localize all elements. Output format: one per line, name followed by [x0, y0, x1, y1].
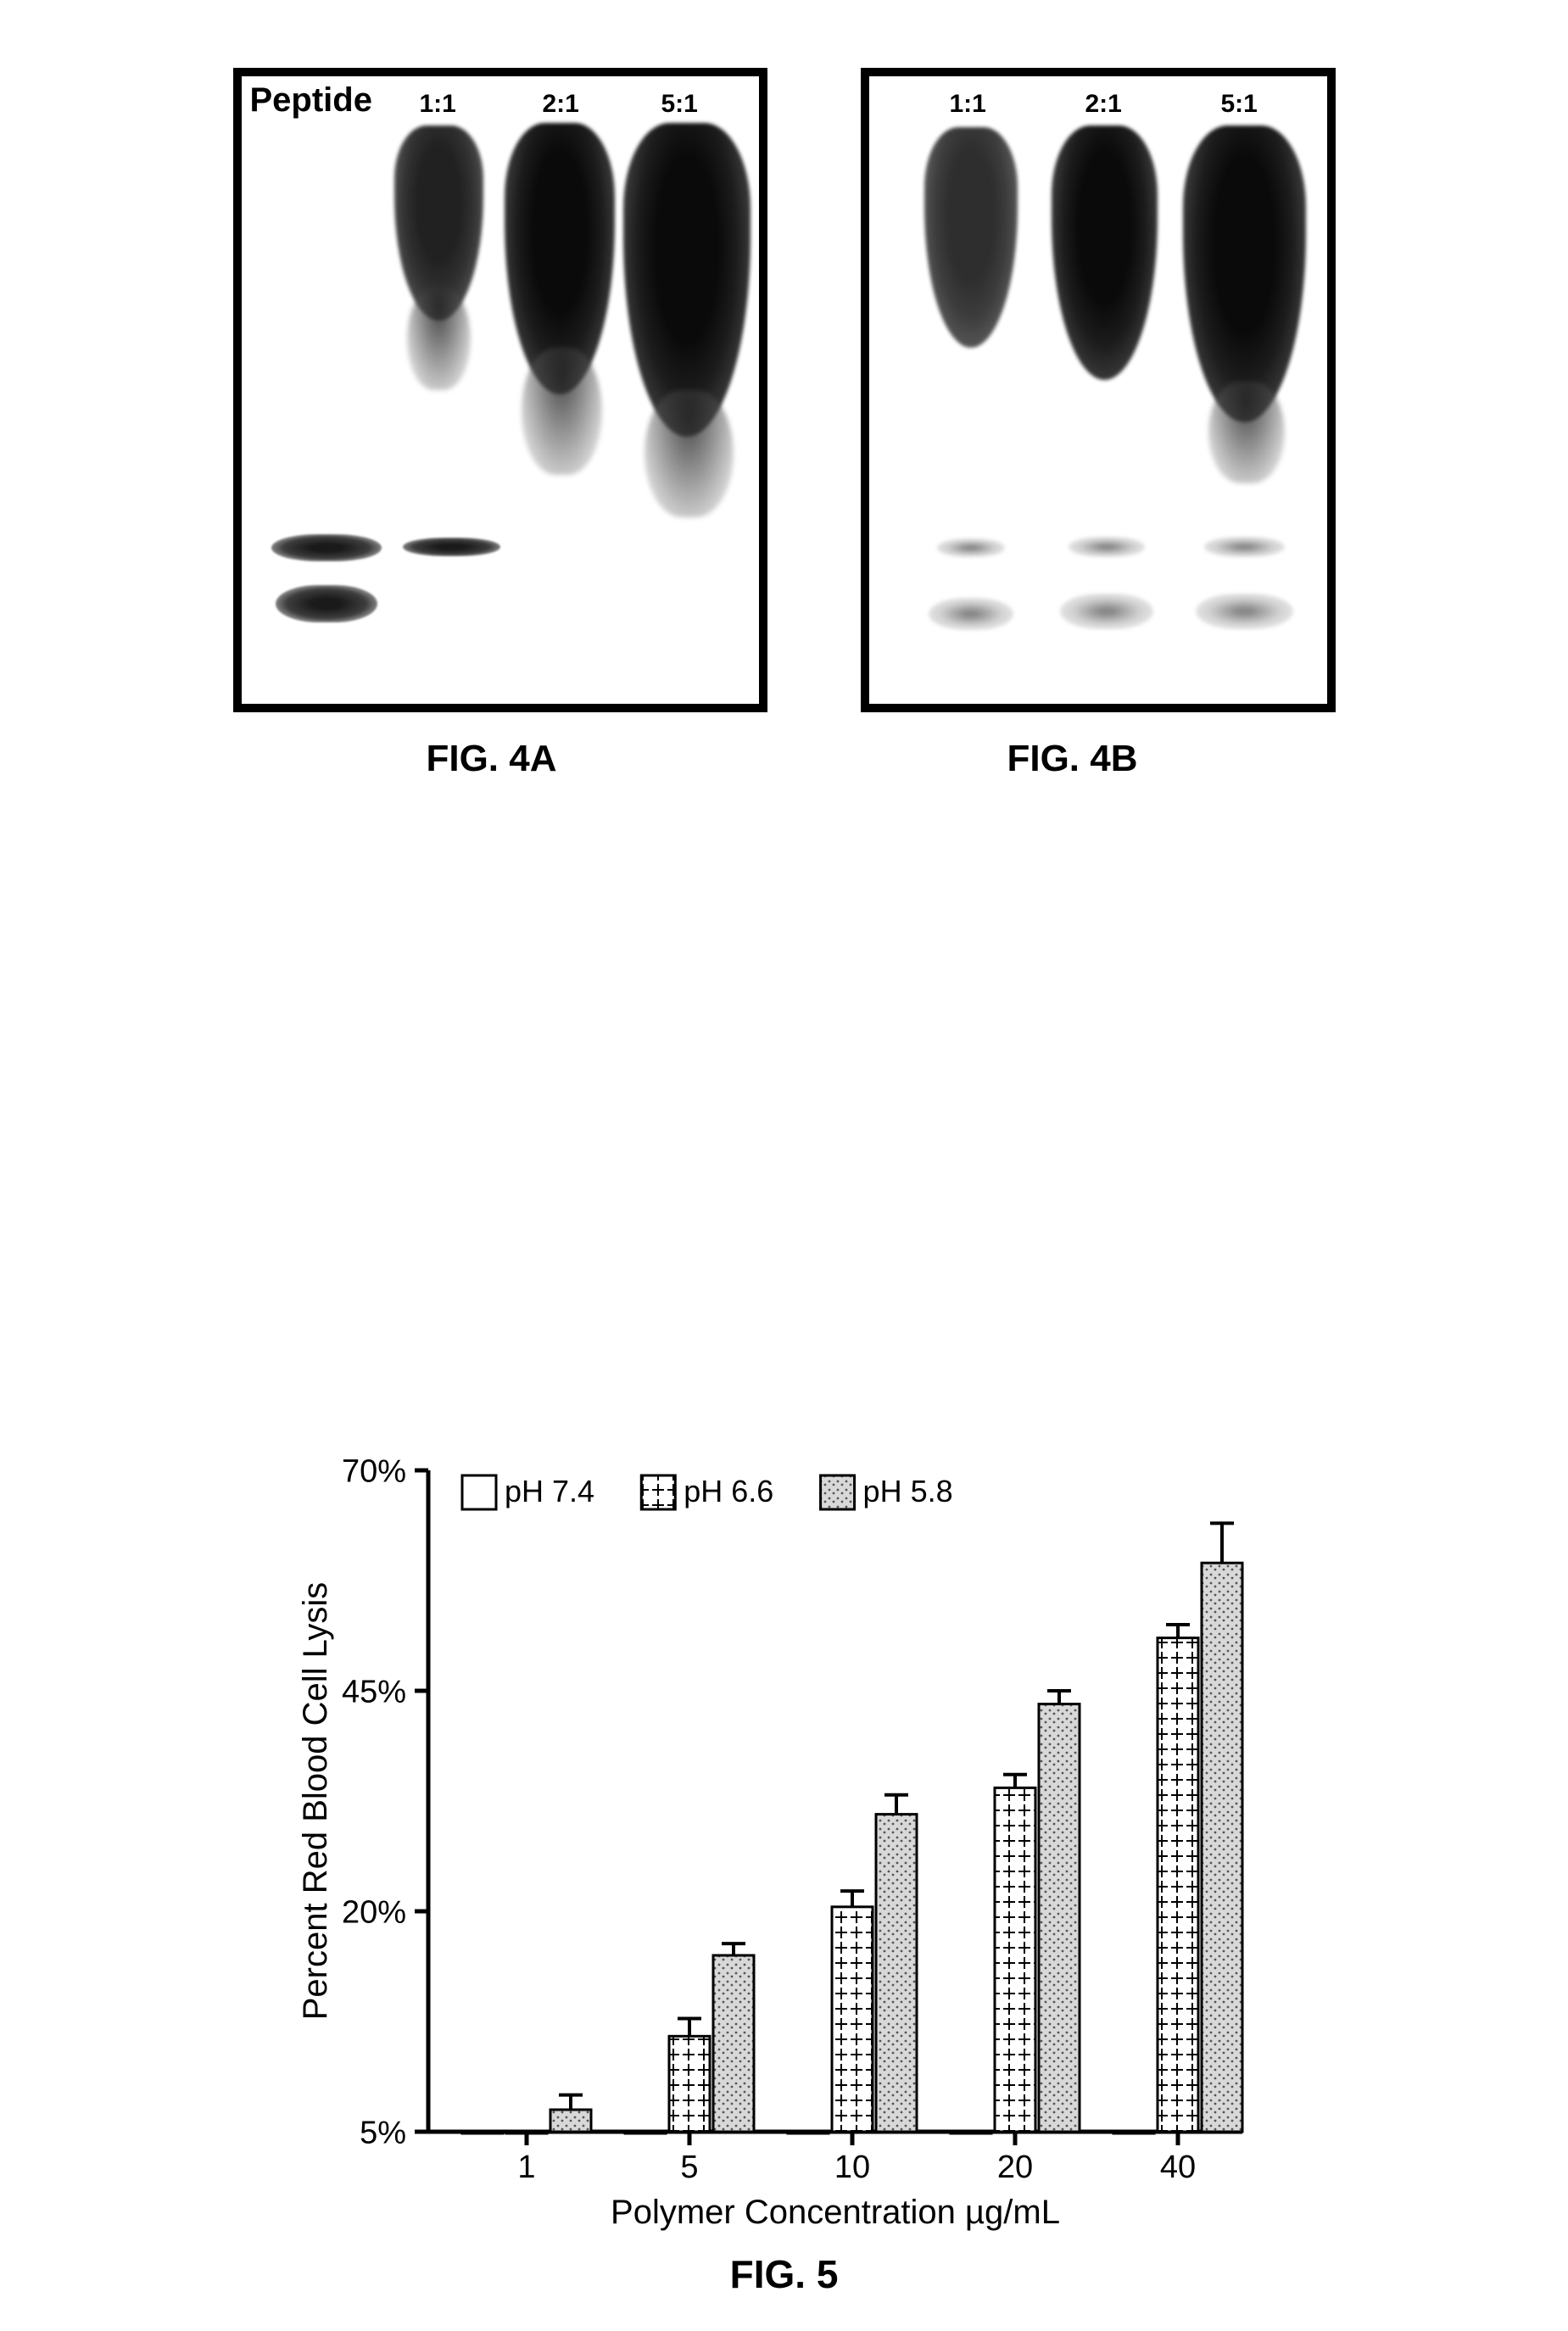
blot-b-lane3 [1183, 125, 1306, 422]
band-b-l3-lower [1196, 594, 1293, 629]
blot-b-lane2 [1052, 125, 1158, 380]
svg-text:70%: 70% [341, 1453, 405, 1489]
smear-a-lane4 [644, 390, 734, 517]
svg-text:pH 5.8: pH 5.8 [862, 1474, 952, 1508]
svg-text:pH 6.6: pH 6.6 [684, 1474, 773, 1508]
smear-a-lane2 [407, 288, 471, 390]
svg-text:pH 7.4: pH 7.4 [505, 1474, 594, 1508]
peptide-label: Peptide [250, 81, 372, 120]
band-b-l2-lower [1060, 594, 1153, 629]
chart-container: 5% 20% 45% 70% Percent Red Blood Cell Lysis 1… [284, 1436, 1285, 2238]
lane-label-a-3: 5:1 [661, 90, 698, 119]
band-b-l2-upper [1069, 537, 1145, 557]
lane-label-b-3: 5:1 [1221, 90, 1258, 119]
gel-image-b: 1:1 2:1 5:1 [861, 68, 1336, 712]
band-b-l1-lower [929, 598, 1013, 630]
svg-text:Polymer Concentration µg/mL: Polymer Concentration µg/mL [611, 2194, 1060, 2231]
band-a-pep-lower [276, 585, 377, 622]
svg-text:10: 10 [834, 2150, 869, 2185]
band-a-pep-upper [271, 534, 382, 561]
lane-label-b-1: 1:1 [950, 90, 986, 119]
svg-text:5%: 5% [360, 2115, 406, 2150]
fig5-caption: FIG. 5 [730, 2251, 839, 2297]
fig4b-caption: FIG. 4B [835, 738, 1310, 780]
band-b-l3-upper [1204, 537, 1285, 557]
lane-label-a-2: 2:1 [543, 90, 579, 119]
band-b-l1-upper [937, 538, 1005, 557]
gel-panel-a: Peptide 1:1 2:1 5:1 FIG. 4A [233, 68, 767, 712]
svg-text:20%: 20% [341, 1894, 405, 1930]
lane-label-a-1: 1:1 [420, 90, 456, 119]
blot-b-lane1 [924, 127, 1018, 348]
fig4a-caption: FIG. 4A [233, 738, 751, 780]
svg-text:20: 20 [996, 2150, 1032, 2185]
svg-text:5: 5 [680, 2150, 698, 2185]
svg-text:40: 40 [1159, 2150, 1195, 2185]
gel-row: Peptide 1:1 2:1 5:1 FIG. 4A 1:1 2:1 5:1 [0, 68, 1568, 712]
svg-text:45%: 45% [341, 1674, 405, 1709]
smear-a-lane3 [522, 348, 602, 475]
hemolysis-bar-chart: 5% 20% 45% 70% Percent Red Blood Cell Lysis 1… [284, 1436, 1285, 2233]
svg-text:1: 1 [517, 2150, 535, 2185]
lane-label-b-2: 2:1 [1085, 90, 1122, 119]
band-a-l2-upper [403, 538, 500, 556]
smear-b-lane3 [1208, 382, 1285, 483]
gel-image-a: Peptide 1:1 2:1 5:1 [233, 68, 767, 712]
svg-text:Percent Red Blood Cell Lysis: Percent Red Blood Cell Lysis [297, 1582, 334, 2021]
gel-panel-b: 1:1 2:1 5:1 FIG. 4B [861, 68, 1336, 712]
